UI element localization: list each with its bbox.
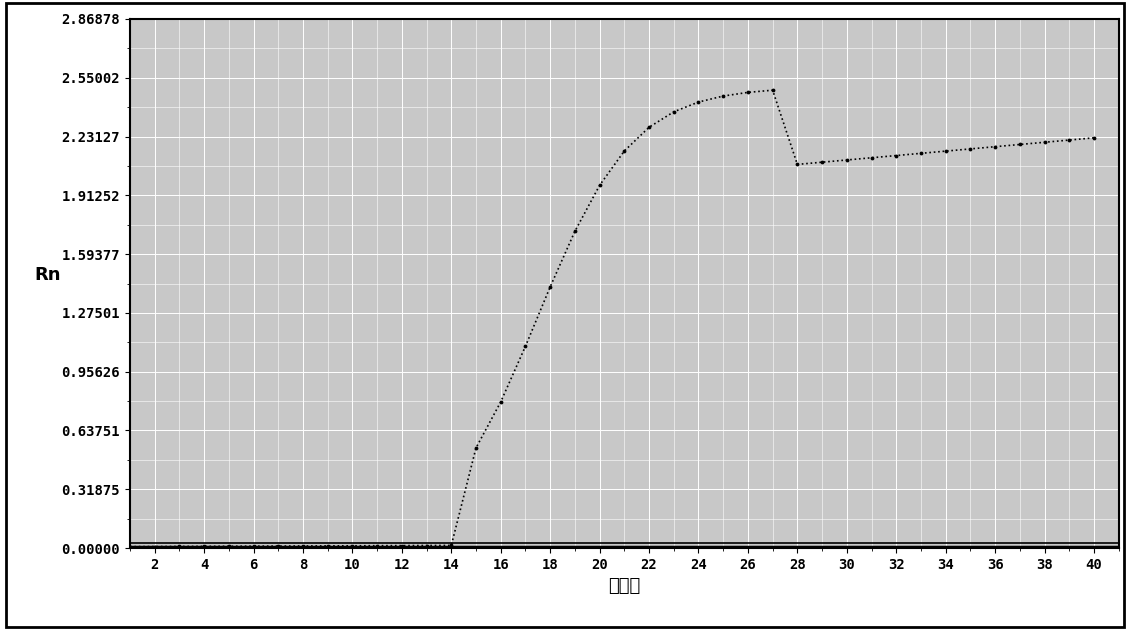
Y-axis label: Rn: Rn bbox=[34, 265, 61, 284]
X-axis label: 循环数: 循环数 bbox=[608, 577, 641, 595]
